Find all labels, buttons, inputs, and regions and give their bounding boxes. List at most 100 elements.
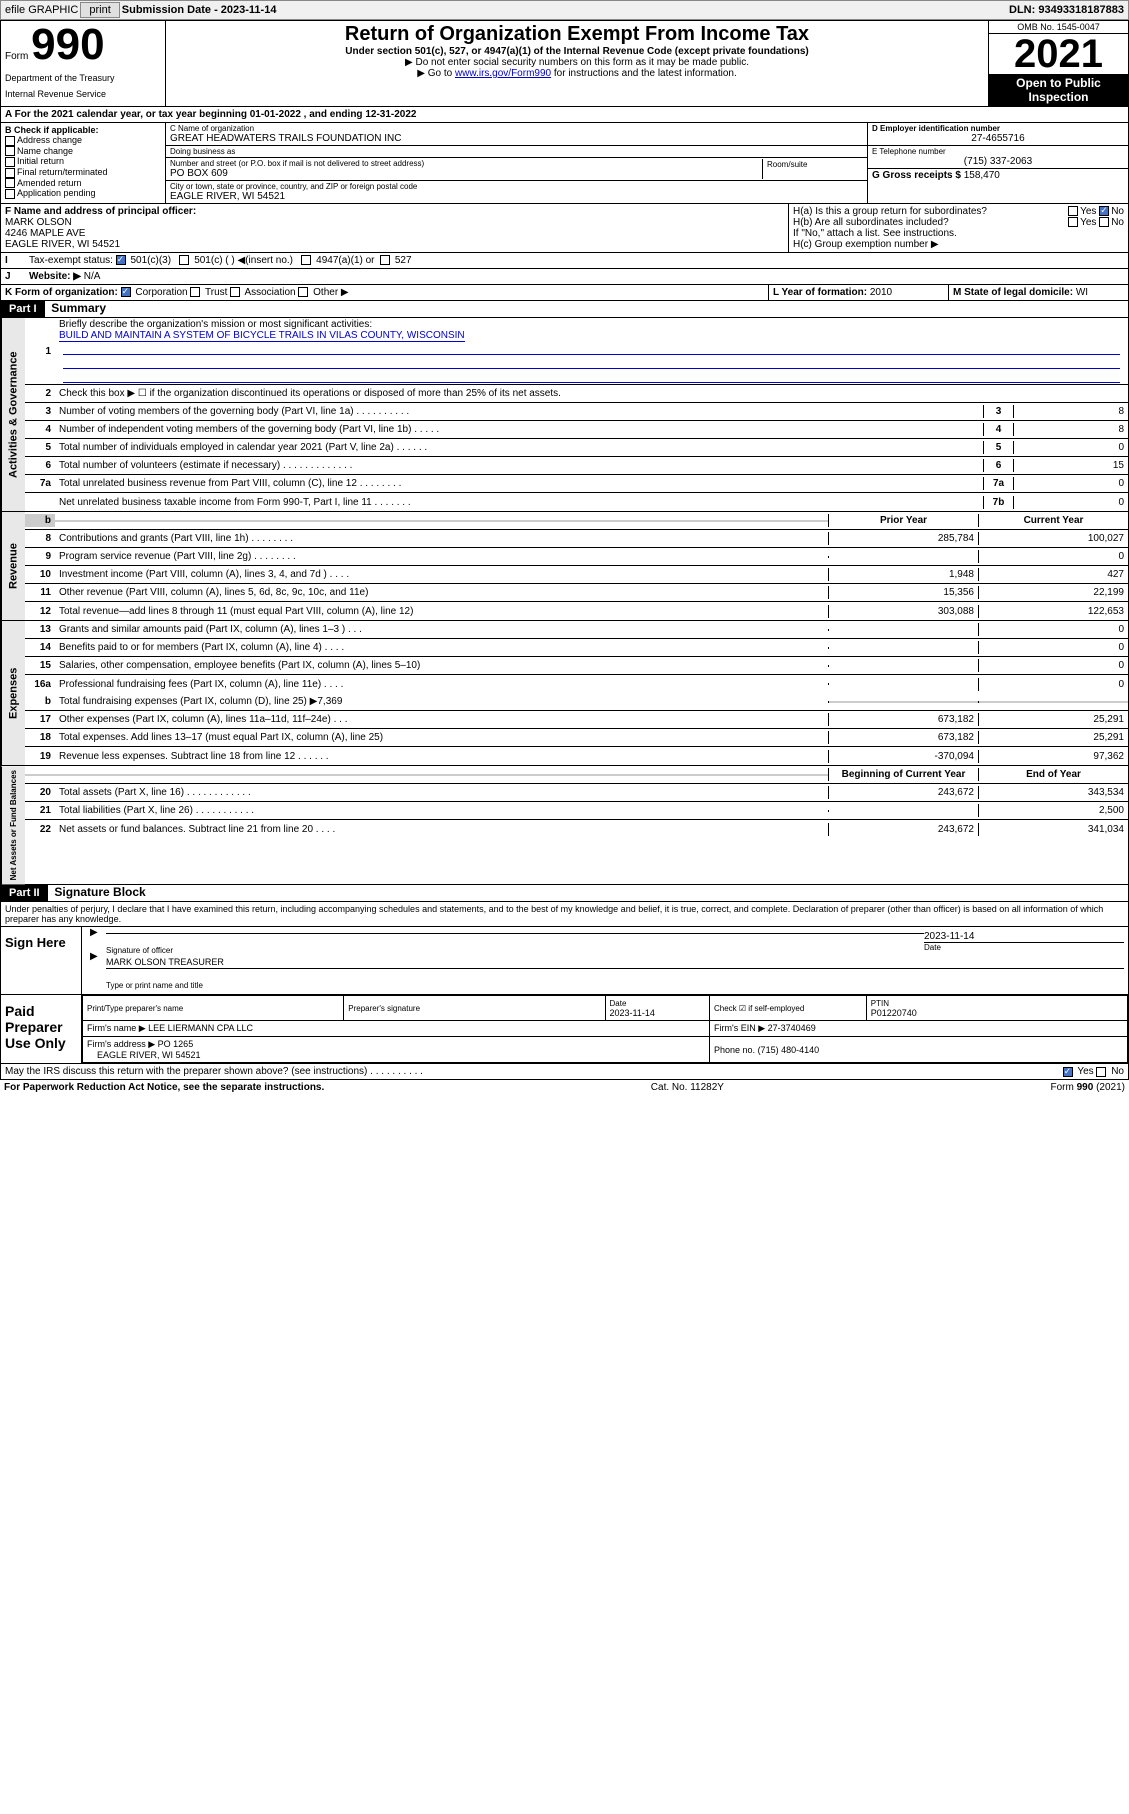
section-b: B Check if applicable: Address change Na… [1,123,166,203]
form-org-label: K Form of organization: [5,287,118,298]
checkbox-hb-no[interactable] [1099,217,1109,227]
checkbox-address-change[interactable] [5,136,15,146]
col-begin-header: Beginning of Current Year [828,768,978,781]
sig-date-caption: Date [924,942,1124,952]
dln-label: DLN: 93493318187883 [1009,4,1124,16]
room-label: Room/suite [767,160,859,169]
ha-label: H(a) Is this a group return for subordin… [793,206,987,217]
sign-here-label: Sign Here [1,927,81,994]
gross-receipts-value: 158,470 [964,170,1000,181]
col-end-header: End of Year [978,768,1128,781]
signature-block: Under penalties of perjury, I declare th… [0,902,1129,1080]
paid-preparer-label: Paid Preparer Use Only [1,995,81,1063]
officer-name-title: MARK OLSON TREASURER [106,957,224,967]
section-j: J Website: ▶ N/A [0,269,1129,285]
ein-label: D Employer identification number [872,124,1000,133]
entity-info-grid: B Check if applicable: Address change Na… [0,123,1129,204]
checkbox-assoc[interactable] [230,287,240,297]
hb-label: H(b) Are all subordinates included? [793,217,949,228]
form-header: Form 990 Department of the Treasury Inte… [0,20,1129,107]
officer-city: EAGLE RIVER, WI 54521 [5,239,120,250]
col-prior-header: Prior Year [828,514,978,527]
vlabel-revenue: Revenue [1,512,25,620]
city-label: City or town, state or province, country… [170,182,863,191]
part1-header-row: Part I Summary [0,301,1129,318]
form-number: 990 [31,20,104,69]
open-public-badge: Open to Public Inspection [989,74,1128,106]
checkbox-initial-return[interactable] [5,157,15,167]
year-formation-value: 2010 [870,287,892,298]
may-irs-text: May the IRS discuss this return with the… [5,1066,423,1077]
checkbox-amended[interactable] [5,178,15,188]
section-a: A For the 2021 calendar year, or tax yea… [0,107,1129,123]
pra-notice: For Paperwork Reduction Act Notice, see … [4,1082,324,1093]
addr-label: Number and street (or P.O. box if mail i… [170,159,762,168]
tax-status-label: Tax-exempt status: [29,255,113,266]
checkbox-trust[interactable] [190,287,200,297]
part1-title: Summary [51,301,106,315]
year-formation-label: L Year of formation: [773,287,867,298]
org-name-label: C Name of organization [170,124,863,133]
checkbox-corp[interactable] [121,287,131,297]
part1-governance: Activities & Governance 1 Briefly descri… [0,318,1129,512]
mission-label: Briefly describe the organization's miss… [59,319,372,330]
page-footer: For Paperwork Reduction Act Notice, see … [0,1080,1129,1095]
vlabel-governance: Activities & Governance [1,318,25,511]
checkbox-app-pending[interactable] [5,189,15,199]
phone-label: E Telephone number [872,147,1124,156]
preparer-table: Print/Type preparer's name Preparer's si… [82,995,1128,1063]
top-toolbar: efile GRAPHIC print Submission Date - 20… [0,0,1129,20]
line2-text: Check this box ▶ ☐ if the organization d… [55,387,1128,400]
checkbox-501c3[interactable] [116,255,126,265]
h-note: If "No," attach a list. See instructions… [793,228,957,239]
checkbox-hb-yes[interactable] [1068,217,1078,227]
form-prefix: Form [5,51,28,62]
website-label: Website: ▶ [29,271,81,282]
checkbox-4947[interactable] [301,255,311,265]
part2-header-row: Part II Signature Block [0,885,1129,902]
cat-number: Cat. No. 11282Y [651,1082,724,1093]
checkbox-other[interactable] [298,287,308,297]
checkbox-ha-yes[interactable] [1068,206,1078,216]
irs-label: Internal Revenue Service [5,89,161,99]
vlabel-expenses: Expenses [1,621,25,765]
section-i-j: I Tax-exempt status: 501(c)(3) 501(c) ( … [0,253,1129,269]
dba-label: Doing business as [170,147,863,156]
efile-label: efile GRAPHIC [5,4,78,16]
vlabel-netassets: Net Assets or Fund Balances [1,766,25,884]
submission-date: Submission Date - 2023-11-14 [122,4,277,16]
checkbox-name-change[interactable] [5,146,15,156]
addr-value: PO BOX 609 [170,168,762,179]
domicile-label: M State of legal domicile: [953,287,1073,298]
mission-text: BUILD AND MAINTAIN A SYSTEM OF BICYCLE T… [59,330,465,342]
domicile-value: WI [1076,287,1088,298]
form-subtitle: Under section 501(c), 527, or 4947(a)(1)… [172,46,982,57]
dept-treasury: Department of the Treasury [5,73,161,83]
officer-addr: 4246 MAPLE AVE [5,228,85,239]
irs-link[interactable]: www.irs.gov/Form990 [455,68,551,79]
form-title: Return of Organization Exempt From Incom… [172,23,982,46]
print-button[interactable]: print [80,2,119,18]
checkbox-discuss-no[interactable] [1096,1067,1106,1077]
checkbox-501c[interactable] [179,255,189,265]
ssn-note: ▶ Do not enter social security numbers o… [172,57,982,68]
form-footer: Form 990 (2021) [1051,1082,1125,1093]
col-current-header: Current Year [978,514,1128,527]
checkbox-final-return[interactable] [5,168,15,178]
checkbox-527[interactable] [380,255,390,265]
website-value: N/A [84,271,101,282]
tax-year: 2021 [989,34,1128,74]
phone-value: (715) 337-2063 [872,156,1124,167]
checkbox-discuss-yes[interactable] [1063,1067,1073,1077]
sig-date-value: 2023-11-14 [924,931,1124,942]
officer-label: F Name and address of principal officer: [5,206,196,217]
part1-revenue: Revenue b Prior Year Current Year 8Contr… [0,512,1129,621]
part2-badge: Part II [1,885,48,901]
city-value: EAGLE RIVER, WI 54521 [170,191,863,202]
checkbox-ha-no[interactable] [1099,206,1109,216]
declaration-text: Under penalties of perjury, I declare th… [1,902,1128,926]
part1-badge: Part I [1,301,45,317]
hc-label: H(c) Group exemption number ▶ [793,239,939,250]
officer-name-caption: Type or print name and title [106,981,1124,990]
part2-title: Signature Block [54,885,145,899]
